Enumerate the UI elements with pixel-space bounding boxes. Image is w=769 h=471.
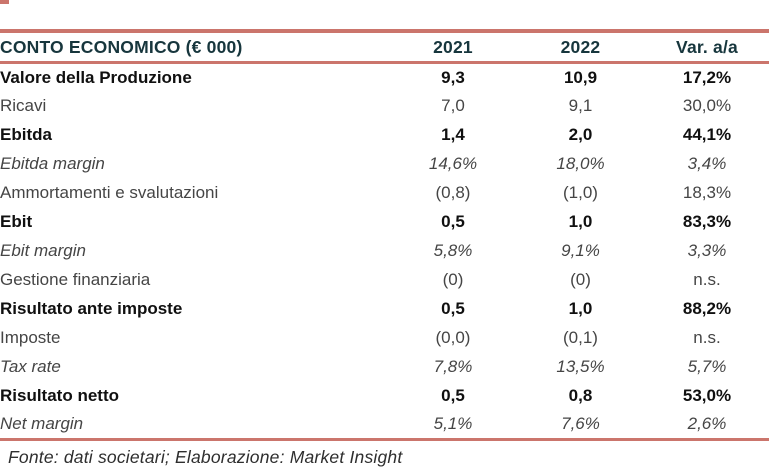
row-value-2022: 0,8 — [568, 386, 593, 405]
row-value-2021: 14,6% — [428, 154, 478, 173]
row-value-var: n.s. — [693, 328, 721, 347]
corner-line-artifact — [0, 0, 9, 4]
row-value-2022: 1,0 — [568, 299, 593, 318]
row-label: Ebit — [0, 212, 33, 231]
row-value-2022: (0,1) — [563, 328, 598, 347]
row-value-2021: 0,5 — [441, 299, 465, 318]
row-value-var: 3,4% — [687, 154, 727, 173]
row-label: Tax rate — [0, 357, 61, 376]
row-value-var: 53,0% — [682, 386, 732, 405]
row-value-2022: 7,6% — [561, 414, 600, 434]
row-value-2021: 5,8% — [433, 241, 473, 260]
table-row-ebit-margin: Ebit margin 5,8% 9,1% 3,3% — [0, 237, 769, 266]
column-header-var-yoy: Var. a/a — [676, 36, 738, 57]
row-value-var: 44,1% — [682, 125, 732, 144]
row-label: Valore della Produzione — [0, 67, 192, 87]
row-value-2021: 9,3 — [441, 67, 465, 87]
row-label: Net margin — [0, 414, 84, 434]
row-label: Ebitda margin — [0, 154, 105, 173]
row-value-2021: 0,5 — [441, 386, 465, 405]
column-header-2022: 2022 — [560, 36, 601, 57]
row-label: Risultato netto — [0, 386, 119, 405]
table-row-ebitda-margin: Ebitda margin 14,6% 18,0% 3,4% — [0, 150, 769, 179]
row-value-2021: 7,8% — [433, 357, 473, 376]
table-row-gestione-finanziaria: Gestione finanziaria (0) (0) n.s. — [0, 266, 769, 295]
table-header-row: CONTO ECONOMICO (€ 000) 2021 2022 Var. a… — [0, 31, 769, 63]
row-value-var: 2,6% — [687, 414, 727, 434]
table-row-ebitda: Ebitda 1,4 2,0 44,1% — [0, 121, 769, 150]
row-value-2022: 1,0 — [568, 212, 593, 231]
row-value-var: n.s. — [693, 270, 721, 289]
table-row-risultato-ante-imposte: Risultato ante imposte 0,5 1,0 88,2% — [0, 295, 769, 324]
row-value-var: 88,2% — [682, 299, 732, 318]
source-note: Fonte: dati societari; Elaborazione: Mar… — [8, 447, 403, 467]
row-label: Ricavi — [0, 96, 47, 115]
row-label: Ebit margin — [0, 241, 86, 260]
row-value-2022: 13,5% — [556, 357, 605, 376]
row-label: Ammortamenti e svalutazioni — [0, 183, 219, 202]
row-value-2022: 18,0% — [556, 154, 605, 173]
table-title: CONTO ECONOMICO (€ 000) — [0, 36, 243, 57]
row-value-2021: (0,8) — [435, 183, 471, 202]
row-value-2022: (1,0) — [563, 183, 598, 202]
row-label: Risultato ante imposte — [0, 299, 183, 318]
row-value-var: 30,0% — [682, 96, 732, 115]
row-value-2021: (0,0) — [435, 328, 471, 347]
row-value-var: 3,3% — [687, 241, 727, 260]
table-row-ebit: Ebit 0,5 1,0 83,3% — [0, 208, 769, 237]
table-row-net-margin: Net margin 5,1% 7,6% 2,6% — [0, 411, 769, 440]
table-row-ricavi: Ricavi 7,0 9,1 30,0% — [0, 92, 769, 121]
table-row-imposte: Imposte (0,0) (0,1) n.s. — [0, 324, 769, 353]
table-row-valore-produzione: Valore della Produzione 9,3 10,9 17,2% — [0, 63, 769, 92]
table-row-ammortamenti: Ammortamenti e svalutazioni (0,8) (1,0) … — [0, 179, 769, 208]
row-value-2021: 1,4 — [441, 125, 465, 144]
row-value-2021: 7,0 — [441, 96, 465, 115]
row-value-2022: 2,0 — [568, 125, 593, 144]
row-value-2021: 0,5 — [441, 212, 465, 231]
row-label: Ebitda — [0, 125, 52, 144]
row-value-2021: 5,1% — [433, 414, 473, 434]
table-row-risultato-netto: Risultato netto 0,5 0,8 53,0% — [0, 382, 769, 411]
row-label: Gestione finanziaria — [0, 270, 151, 289]
column-header-2021: 2021 — [433, 36, 473, 57]
row-label: Imposte — [0, 328, 61, 347]
row-value-2022: 10,9 — [563, 67, 598, 87]
table-row-tax-rate: Tax rate 7,8% 13,5% 5,7% — [0, 353, 769, 382]
row-value-var: 18,3% — [682, 183, 732, 202]
row-value-var: 17,2% — [682, 67, 732, 87]
row-value-2022: 9,1% — [561, 241, 600, 260]
income-statement-table: CONTO ECONOMICO (€ 000) 2021 2022 Var. a… — [0, 29, 769, 441]
row-value-2022: (0) — [570, 270, 591, 289]
row-value-var: 5,7% — [687, 357, 727, 376]
row-value-2021: (0) — [442, 270, 464, 289]
row-value-var: 83,3% — [682, 212, 732, 231]
row-value-2022: 9,1 — [568, 96, 593, 115]
